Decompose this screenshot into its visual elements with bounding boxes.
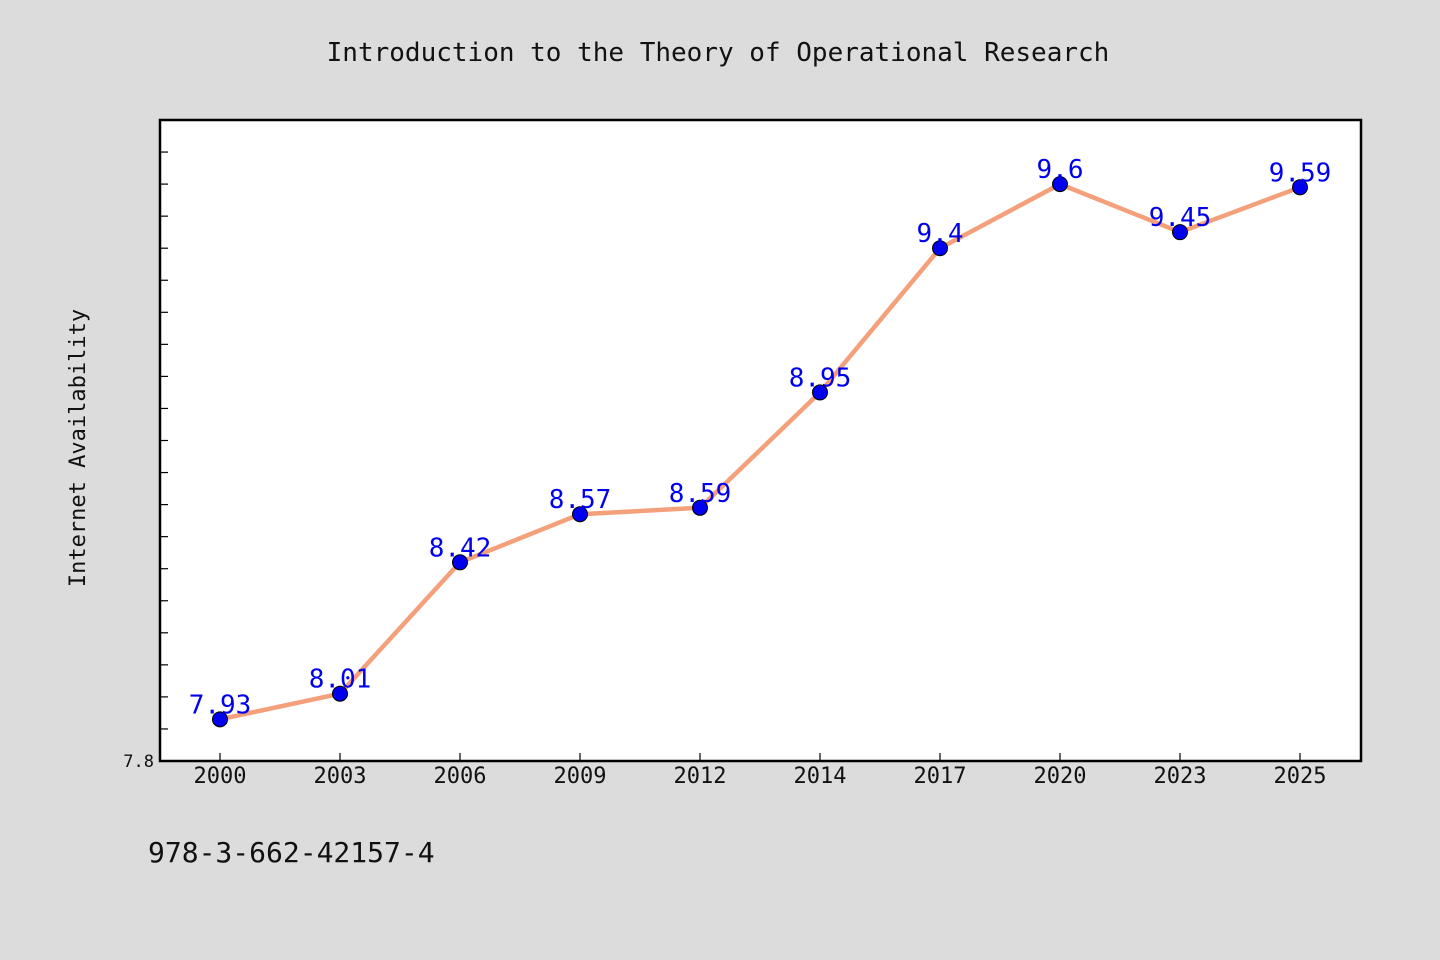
x-axis-ticks: 2000 2003 2006 2009 2012 2014 2017 2020 2023 2025 [194,753,1327,789]
data-point [1052,176,1068,193]
series-line [217,181,1303,722]
data-label: 9.59 [1269,158,1332,188]
data-label: 9.6 [1037,155,1084,185]
data-point [1292,179,1308,196]
data-label: 8.95 [789,363,852,393]
chart-title: Introduction to the Theory of Operationa… [327,38,1110,68]
data-point [932,240,948,257]
data-point [212,711,228,728]
data-label: 9.4 [917,219,964,249]
data-label: 9.45 [1149,203,1212,233]
data-point [572,506,588,523]
data-label: 8.57 [549,485,612,515]
data-point [452,554,468,571]
data-label: 8.42 [429,533,492,563]
x-tick-label: 2003 [314,764,367,789]
data-point [332,685,348,702]
x-tick-label: 2023 [1154,764,1207,789]
x-tick-label: 2020 [1034,764,1087,789]
x-tick-label: 2012 [674,764,727,789]
y-tick-label: 7.8 [123,752,154,772]
x-tick-label: 2000 [194,764,247,789]
data-label: 8.01 [309,665,372,695]
data-point [1172,224,1188,241]
x-tick-label: 2009 [554,764,607,789]
footer-isbn: 978-3-662-42157-4 [148,836,435,869]
x-tick-label: 2014 [794,764,847,789]
x-tick-label: 2006 [434,764,487,789]
plot-frame [158,118,1363,763]
data-point [812,384,828,401]
series-layer: 7.93 8.01 8.42 8.57 8.59 8.95 9.4 9.6 9.45 9.59 [189,155,1332,728]
data-label: 8.59 [669,479,732,509]
data-label: 7.93 [189,690,252,720]
data-point [692,499,708,516]
y-axis-label: Internet Availability [66,309,91,587]
x-tick-label: 2017 [914,764,967,789]
x-tick-label: 2025 [1274,764,1327,789]
y-axis-ticks: 7.8 [123,151,168,772]
